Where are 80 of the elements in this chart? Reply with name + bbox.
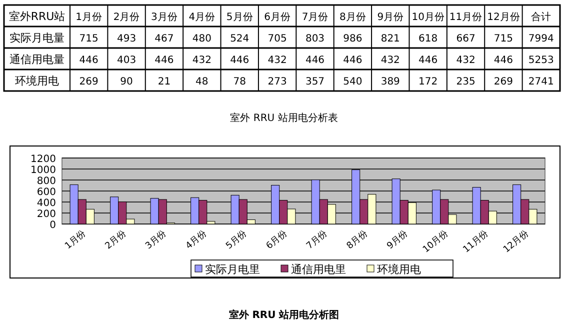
data-label: 446: [305, 54, 325, 66]
x-tick-label: 11月份: [460, 228, 491, 256]
data-label: 524: [230, 33, 250, 44]
y-tick-label: 400: [36, 198, 56, 209]
category-label: 11月份: [449, 12, 482, 23]
y-tick-label: 800: [36, 176, 56, 187]
category-label: 5月份: [226, 12, 253, 23]
y-tick-label: 200: [36, 209, 56, 220]
x-tick-label: 8月份: [344, 228, 370, 252]
data-label: 21: [158, 76, 171, 88]
text: 2741: [528, 76, 554, 88]
data-label: 432: [268, 54, 287, 66]
text: 5253: [528, 54, 554, 66]
data-label: 403: [116, 54, 136, 66]
x-tick-label: 6月份: [264, 228, 290, 252]
x-tick-label: 2月份: [103, 228, 128, 252]
legend-label: 环境用电: [377, 263, 421, 276]
legend-label: 通信用电里: [291, 263, 346, 276]
y-tick-label: 1000: [30, 165, 56, 176]
data-label: 821: [380, 33, 400, 44]
data-label: 467: [154, 33, 174, 44]
category-label: 6月份: [264, 12, 290, 23]
category-label: 12月份: [487, 12, 520, 23]
x-tick-label: 3月份: [143, 228, 169, 252]
y-tick-label: 1200: [30, 154, 56, 165]
data-label: 235: [456, 76, 476, 88]
category-label: 8月份: [340, 12, 366, 23]
category-label: 10月份: [412, 12, 444, 23]
data-label: 432: [380, 54, 400, 66]
text: 7994: [528, 33, 554, 44]
text: 实际月电量: [10, 31, 64, 44]
text: 室外 RRU 站用电分析表: [230, 112, 338, 124]
x-tick-label: 5月份: [224, 228, 250, 252]
text: 环境用电: [15, 74, 59, 88]
data-label: 446: [79, 54, 98, 66]
x-tick-label: 7月份: [304, 228, 330, 252]
data-label: 446: [494, 54, 514, 66]
data-label: 357: [305, 76, 325, 88]
data-label: 446: [343, 54, 362, 66]
data-label: 705: [268, 33, 287, 44]
data-label: 273: [268, 76, 287, 88]
category-label: 9月份: [377, 12, 404, 23]
data-label: 493: [116, 33, 136, 44]
data-label: 446: [154, 54, 174, 66]
data-label: 432: [192, 54, 212, 66]
data-label: 78: [233, 76, 246, 88]
data-label: 618: [418, 33, 438, 44]
data-label: 432: [456, 54, 476, 66]
data-label: 90: [120, 76, 133, 88]
text: 室外 RRU 站用电分析图: [228, 309, 340, 321]
data-label: 446: [418, 54, 438, 66]
text: 室外RRU站: [8, 10, 66, 23]
category-label: 1月份: [76, 12, 102, 23]
data-label: 480: [192, 33, 212, 44]
data-label: 540: [343, 76, 362, 88]
data-label: 269: [79, 76, 98, 88]
x-tick-label: 12月份: [501, 228, 531, 256]
category-label: 3月份: [151, 12, 178, 23]
x-tick-label: 9月份: [384, 228, 410, 252]
y-tick-label: 600: [36, 187, 56, 198]
data-label: 667: [456, 33, 476, 44]
category-label: 4月份: [188, 12, 216, 23]
x-tick-label: 1月份: [62, 228, 88, 252]
x-tick-label: 4月份: [184, 228, 209, 252]
data-label: 715: [494, 33, 514, 44]
data-label: 48: [196, 76, 208, 88]
text: 通信用电量: [10, 52, 64, 66]
data-label: 803: [305, 33, 325, 44]
data-label: 389: [380, 76, 400, 88]
y-tick-label: 0: [50, 220, 56, 231]
data-label: 446: [230, 54, 250, 66]
x-tick-label: 10月份: [420, 228, 450, 256]
data-label: 269: [494, 76, 514, 88]
data-label: 715: [79, 33, 98, 44]
category-label: 2月份: [113, 12, 140, 23]
legend-label: 实际月电里: [205, 263, 260, 276]
text: 合计: [531, 10, 552, 23]
category-label: 7月份: [302, 12, 328, 23]
data-label: 172: [418, 76, 438, 88]
data-label: 986: [343, 33, 362, 44]
